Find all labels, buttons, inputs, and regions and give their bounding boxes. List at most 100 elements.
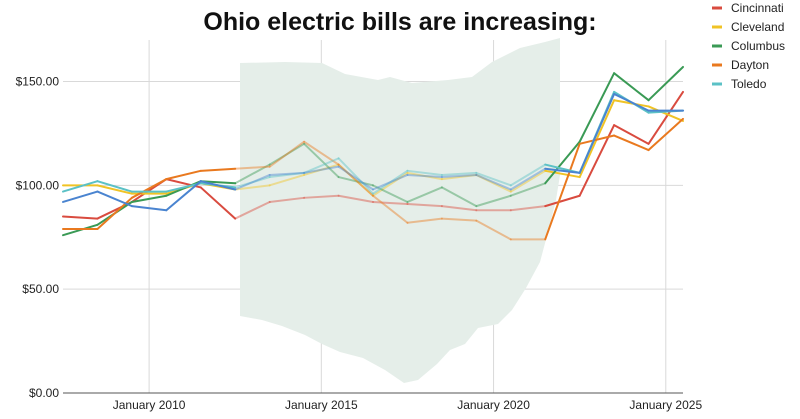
x-tick-label: January 2015 <box>285 398 358 412</box>
series-segment-dayton <box>199 167 237 172</box>
series-segment-dayton <box>578 134 616 145</box>
series-segment-dayton <box>303 140 340 166</box>
series-segment-columbus <box>165 180 202 197</box>
series-segment-dayton <box>406 217 443 224</box>
series-segment-columbus <box>130 194 168 203</box>
series-segment-cleveland <box>337 163 374 197</box>
series-segment-cleveland <box>578 99 616 179</box>
series-segment-columbus <box>613 72 650 102</box>
series-segment-dayton <box>337 163 374 197</box>
series-segment-cleveland <box>440 173 478 181</box>
series-segment-cincinnati <box>268 196 306 203</box>
series-segment-unlabeled <box>613 92 650 112</box>
y-tick-label: $50.00 <box>22 282 59 296</box>
series-segment-dayton <box>130 178 168 199</box>
series-segment-unlabeled <box>96 190 133 208</box>
x-tick-label: January 2010 <box>113 398 186 412</box>
series-segment-toledo <box>62 180 99 193</box>
series-segment-cleveland <box>544 169 581 179</box>
legend: Cincinnati Cleveland Columbus Dayton Toledo <box>712 1 785 91</box>
x-tick-label: January 2020 <box>457 398 530 412</box>
series-segment-cincinnati <box>234 200 271 220</box>
series-segment-dayton <box>544 142 581 241</box>
series-segment-cincinnati <box>440 205 478 212</box>
series-segment-cincinnati <box>509 205 547 212</box>
series-segment-toledo <box>440 171 478 176</box>
series-segment-columbus <box>337 176 374 187</box>
series-segment-unlabeled <box>268 171 306 176</box>
series-segment-toledo <box>268 171 306 179</box>
series-segment-toledo <box>406 169 443 176</box>
series-segment-unlabeled <box>578 92 616 174</box>
series-segment-toledo <box>509 163 547 187</box>
x-tick-label: January 2025 <box>629 398 702 412</box>
series-segment-cincinnati <box>647 90 684 145</box>
chart-title: Ohio electric bills are increasing: <box>203 8 596 36</box>
series-segment-cleveland <box>509 169 547 193</box>
series-segment-dayton <box>96 196 133 230</box>
series-lines <box>62 65 684 241</box>
legend-label-dayton: Dayton <box>731 58 769 72</box>
series-segment-columbus <box>62 223 99 237</box>
series-segment-dayton <box>165 169 202 181</box>
series-segment-columbus <box>199 180 237 185</box>
legend-label-cincinnati: Cincinnati <box>731 1 784 15</box>
legend-label-cleveland: Cleveland <box>731 20 784 34</box>
series-segment-unlabeled <box>130 205 168 212</box>
series-segment-cleveland <box>372 171 409 197</box>
series-segment-unlabeled <box>544 167 581 174</box>
series-segment-columbus <box>544 140 581 185</box>
series-segment-unlabeled <box>337 165 374 191</box>
series-segment-cincinnati <box>406 203 443 208</box>
series-segment-cleveland <box>268 173 306 187</box>
series-segment-unlabeled <box>165 180 202 212</box>
series-segment-unlabeled <box>475 173 512 191</box>
series-segment-columbus <box>234 163 271 185</box>
series-segment-cincinnati <box>613 124 650 145</box>
series-segment-cleveland <box>406 171 443 181</box>
series-segment-columbus <box>372 184 409 203</box>
series-segment-cincinnati <box>303 194 340 199</box>
series-segment-unlabeled <box>199 180 237 191</box>
series-segment-columbus <box>303 142 340 179</box>
series-segment-toledo <box>234 176 271 189</box>
series-segment-columbus <box>268 142 306 166</box>
series-segment-unlabeled <box>372 173 409 191</box>
series-segment-toledo <box>96 180 133 193</box>
series-segment-cleveland <box>475 173 512 193</box>
ohio-outline-shape <box>240 38 560 383</box>
series-segment-cincinnati <box>544 194 581 208</box>
series-segment-toledo <box>475 171 512 187</box>
series-segment-unlabeled <box>440 173 478 179</box>
series-segment-toledo <box>372 169 409 195</box>
series-segment-dayton <box>440 217 478 222</box>
legend-label-columbus: Columbus <box>731 39 785 53</box>
series-segment-cincinnati <box>199 186 237 220</box>
series-segment-cleveland <box>234 184 271 191</box>
series-segment-cincinnati <box>337 194 374 203</box>
series-segment-columbus <box>475 194 512 208</box>
series-segment-columbus <box>578 72 616 143</box>
series-segment-cincinnati <box>372 200 409 206</box>
series-segment-dayton <box>372 194 409 224</box>
series-segment-dayton <box>647 117 684 152</box>
series-segment-unlabeled <box>509 167 547 191</box>
series-segment-dayton <box>613 134 650 152</box>
series-segment-columbus <box>509 182 547 197</box>
axis-labels: $0.00 $50.00 $100.00 $150.00 January 2010 Jan… <box>16 75 703 412</box>
y-tick-label: $150.00 <box>16 75 60 89</box>
series-segment-unlabeled <box>234 173 271 191</box>
series-segment-dayton <box>268 140 306 168</box>
series-segment-columbus <box>440 186 478 208</box>
legend-label-toledo: Toledo <box>731 77 767 91</box>
series-segment-cleveland <box>96 184 133 195</box>
series-segment-toledo <box>303 157 340 174</box>
series-segment-toledo <box>165 182 202 193</box>
series-segment-cleveland <box>647 105 684 122</box>
series-segment-cleveland <box>303 163 340 176</box>
series-segment-cincinnati <box>62 215 99 220</box>
y-tick-label: $0.00 <box>29 386 59 400</box>
series-segment-dayton <box>475 219 512 241</box>
series-segment-columbus <box>406 186 443 203</box>
